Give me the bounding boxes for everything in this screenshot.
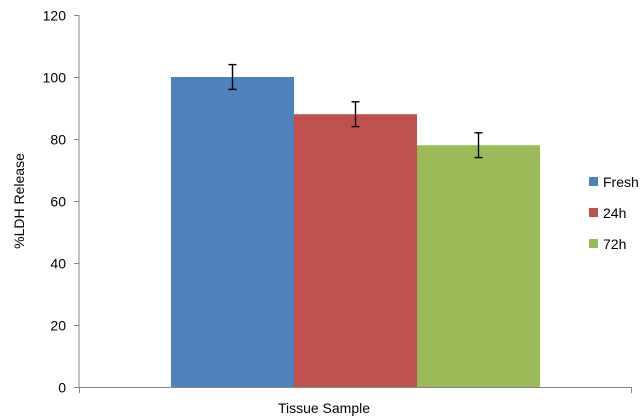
legend-label-fresh: Fresh <box>603 174 639 190</box>
y-tick-label: 120 <box>43 8 67 24</box>
y-axis: 0 20 40 60 80 100 120 <box>43 8 80 396</box>
legend-swatch-fresh <box>589 177 598 186</box>
legend-label-72h: 72h <box>603 236 626 252</box>
y-tick-label: 20 <box>50 318 66 334</box>
y-tick-label: 40 <box>50 256 66 272</box>
bar-72h <box>417 145 540 387</box>
y-tick-label: 80 <box>50 132 66 148</box>
legend-swatch-24h <box>589 208 598 217</box>
y-tick-label: 0 <box>58 380 66 396</box>
legend: Fresh 24h 72h <box>589 174 639 252</box>
bar-fresh <box>171 77 294 387</box>
x-axis <box>79 387 632 393</box>
x-axis-title: Tissue Sample <box>278 400 370 416</box>
y-axis-title: %LDH Release <box>11 153 27 249</box>
bars <box>171 77 540 387</box>
y-tick-label: 100 <box>43 70 67 86</box>
y-tick-label: 60 <box>50 194 66 210</box>
bar-24h <box>294 114 417 387</box>
legend-swatch-72h <box>589 239 598 248</box>
legend-label-24h: 24h <box>603 205 626 221</box>
error-bars <box>228 63 483 159</box>
